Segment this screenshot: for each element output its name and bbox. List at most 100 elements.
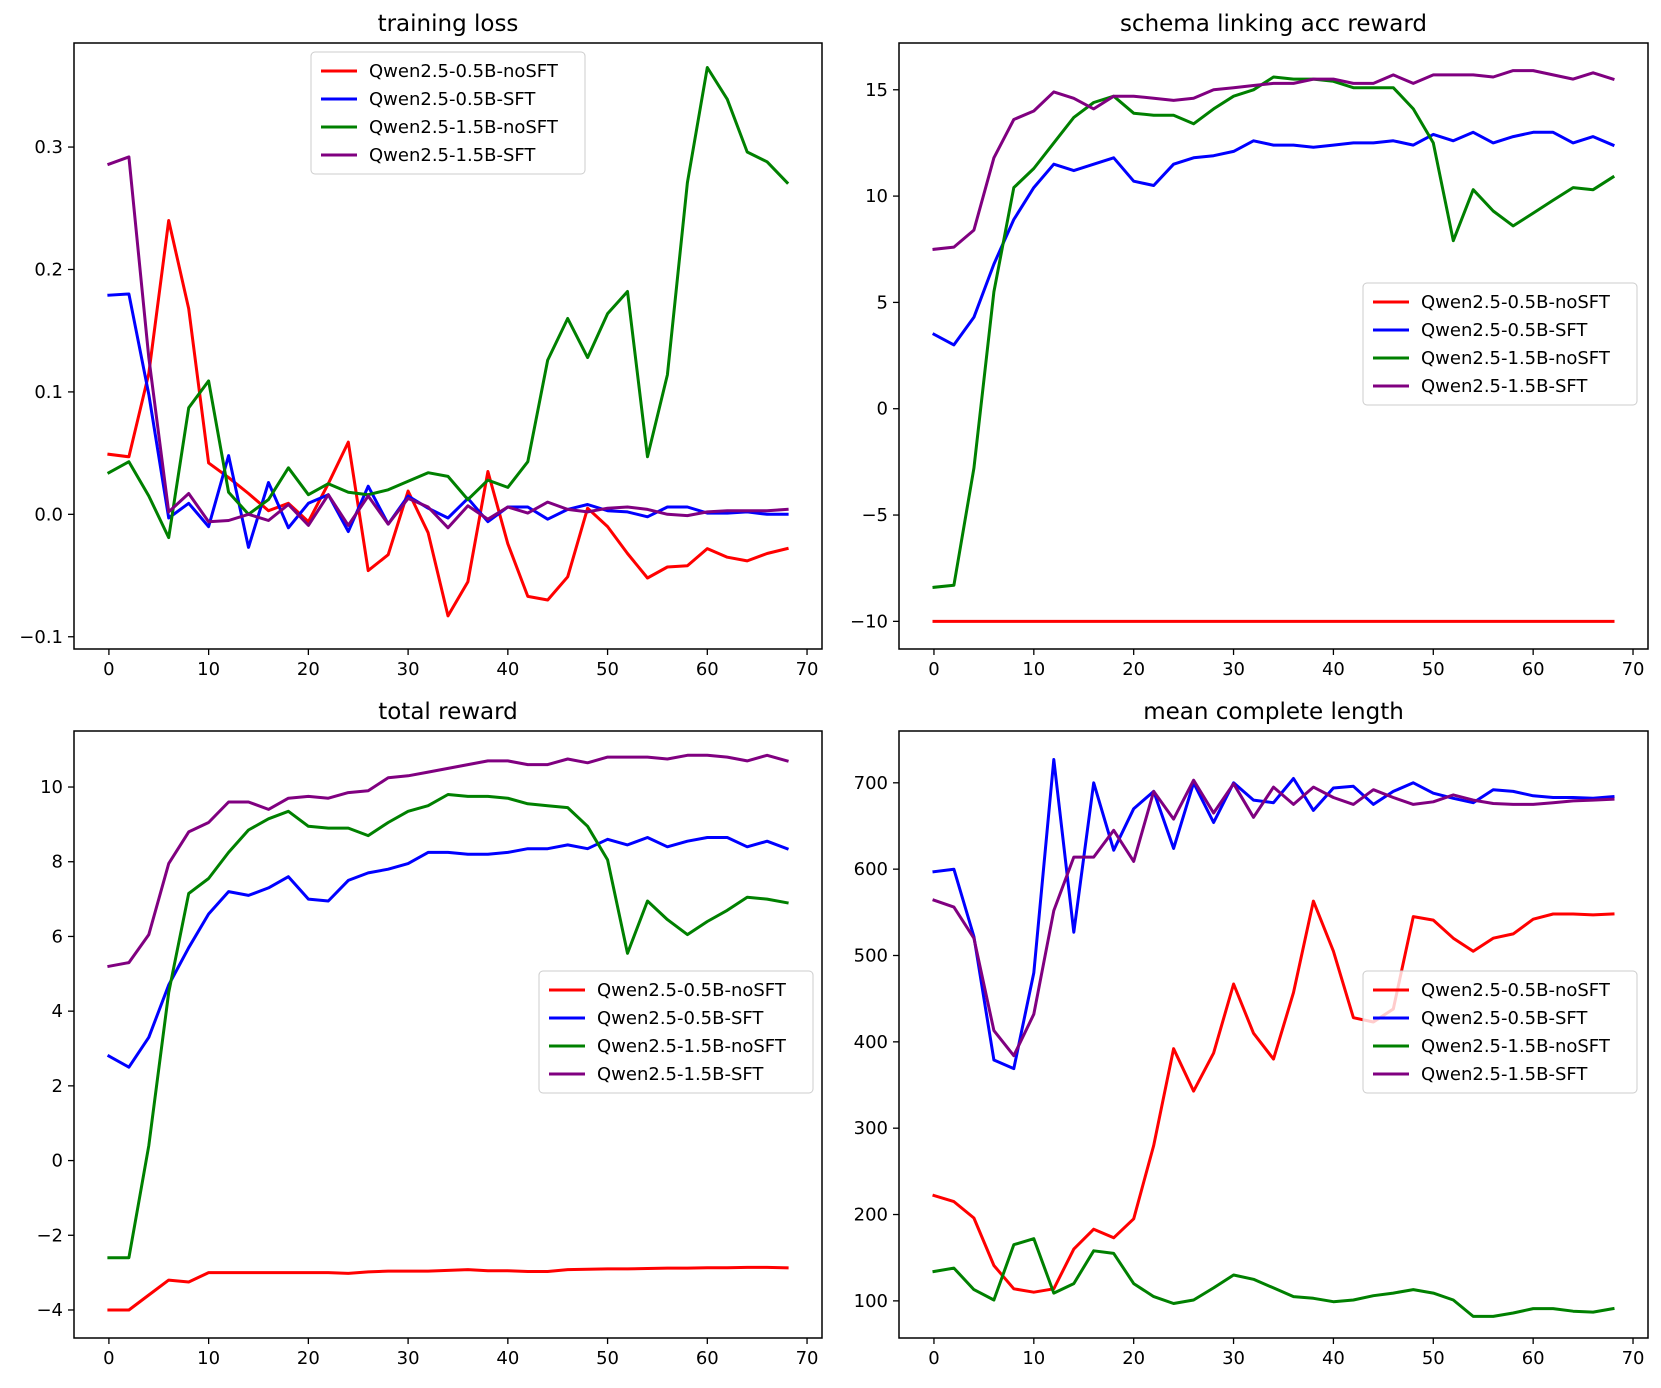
series-line-1 xyxy=(932,899,1615,1294)
x-tick-label: 20 xyxy=(1122,659,1145,680)
x-tick-label: 50 xyxy=(596,1348,619,1369)
x-tick-label: 0 xyxy=(928,659,939,680)
y-tick-label: 100 xyxy=(854,1291,888,1312)
x-tick-label: 0 xyxy=(928,1348,939,1369)
x-tick-label: 10 xyxy=(1022,659,1045,680)
chart-title: schema linking acc reward xyxy=(1120,11,1427,37)
x-tick-label: 50 xyxy=(1422,1348,1445,1369)
x-tick-label: 20 xyxy=(297,1348,320,1369)
x-tick-label: 10 xyxy=(197,1348,220,1369)
y-tick-label: 10 xyxy=(40,777,63,798)
chart-panel-4: mean complete length 0 10 20 30 40 50 60 70 100 20… xyxy=(854,699,1649,1369)
legend-label: Qwen2.5-0.5B-noSFT xyxy=(369,61,559,82)
axes-frame xyxy=(898,730,1649,1339)
y-tick-label: 0 xyxy=(877,399,888,420)
x-tick-label: 10 xyxy=(197,659,220,680)
axes-frame xyxy=(898,42,1649,650)
chart-title: total reward xyxy=(378,699,518,725)
axes-frame xyxy=(73,730,823,1339)
y-tick-label: 15 xyxy=(865,80,888,101)
x-tick-label: 50 xyxy=(1422,659,1445,680)
legend-box xyxy=(310,51,586,175)
x-tick-label: 40 xyxy=(496,1348,519,1369)
y-tick-label: 8 xyxy=(52,852,63,873)
series-line-4 xyxy=(107,753,789,969)
series-line-2 xyxy=(931,130,1615,347)
x-tick-label: 70 xyxy=(1622,1348,1645,1369)
series-line-1 xyxy=(107,1265,789,1312)
legend-label: Qwen2.5-1.5B-noSFT xyxy=(597,1036,787,1057)
x-tick-label: 60 xyxy=(696,659,719,680)
series-line-3 xyxy=(932,1237,1615,1318)
x-tick-label: 60 xyxy=(1522,659,1545,680)
legend-box xyxy=(1362,970,1638,1094)
chart-title: training loss xyxy=(378,11,519,37)
x-tick-label: 70 xyxy=(796,659,819,680)
x-tick-label: 0 xyxy=(103,1348,114,1369)
y-tick-label: 0.1 xyxy=(34,382,63,403)
y-tick-label: 4 xyxy=(52,1001,63,1022)
legend: Qwen2.5-0.5B-noSFT Qwen2.5-0.5B-SFT Qwen2.… xyxy=(310,51,586,175)
legend-label: Qwen2.5-1.5B-noSFT xyxy=(1421,348,1611,369)
y-tick-label: 0.2 xyxy=(34,259,63,280)
x-tick-label: 20 xyxy=(1122,1348,1145,1369)
legend-label: Qwen2.5-1.5B-SFT xyxy=(1421,1064,1588,1085)
legend-box xyxy=(538,970,814,1094)
x-tick-label: 0 xyxy=(103,659,114,680)
legend: Qwen2.5-0.5B-noSFT Qwen2.5-0.5B-SFT Qwen2.… xyxy=(1362,970,1638,1094)
y-tick-label: 5 xyxy=(877,292,888,313)
series-line-1 xyxy=(107,219,789,618)
legend-label: Qwen2.5-1.5B-noSFT xyxy=(369,117,559,138)
x-tick-label: 60 xyxy=(696,1348,719,1369)
y-tick-label: 300 xyxy=(854,1118,888,1139)
series-group xyxy=(931,69,1616,623)
series-line-2 xyxy=(932,758,1615,1071)
legend-label: Qwen2.5-0.5B-SFT xyxy=(369,89,536,110)
y-tick-label: −10 xyxy=(850,611,888,632)
legend-label: Qwen2.5-0.5B-SFT xyxy=(597,1008,764,1029)
x-tick-label: 40 xyxy=(496,659,519,680)
x-tick-label: 70 xyxy=(1622,659,1645,680)
chart-panel-3: total reward 0 10 20 30 40 50 60 70 −4 −2 0 2 4 6 8 10 Qw… xyxy=(36,699,823,1369)
series-line-3 xyxy=(107,793,789,1260)
series-line-3 xyxy=(106,66,790,540)
series-line-4 xyxy=(932,778,1615,1058)
series-line-2 xyxy=(106,836,790,1069)
series-line-3 xyxy=(932,75,1616,589)
legend-label: Qwen2.5-1.5B-noSFT xyxy=(1421,1036,1611,1057)
y-tick-label: 0.3 xyxy=(34,137,63,158)
series-group xyxy=(106,753,790,1312)
legend-box xyxy=(1362,282,1638,406)
axes-frame xyxy=(73,42,823,650)
x-tick-label: 10 xyxy=(1022,1348,1045,1369)
x-tick-label: 30 xyxy=(397,1348,420,1369)
chart-panel-1: training loss 0 10 20 30 40 50 60 70 −0.1 0.0 0.1 0.… xyxy=(19,11,823,680)
legend-label: Qwen2.5-0.5B-noSFT xyxy=(597,980,787,1001)
x-tick-label: 20 xyxy=(297,659,320,680)
y-tick-label: 400 xyxy=(854,1032,888,1053)
series-group xyxy=(106,66,790,618)
y-tick-label: −0.1 xyxy=(19,627,63,648)
legend-label: Qwen2.5-0.5B-SFT xyxy=(1421,320,1588,341)
legend-label: Qwen2.5-1.5B-SFT xyxy=(369,145,536,166)
legend-label: Qwen2.5-1.5B-SFT xyxy=(1421,376,1588,397)
series-line-4 xyxy=(932,69,1615,251)
legend: Qwen2.5-0.5B-noSFT Qwen2.5-0.5B-SFT Qwen2.… xyxy=(1362,282,1638,406)
y-tick-label: 6 xyxy=(52,926,63,947)
legend-label: Qwen2.5-0.5B-noSFT xyxy=(1421,292,1611,313)
y-tick-label: −5 xyxy=(861,505,888,526)
legend: Qwen2.5-0.5B-noSFT Qwen2.5-0.5B-SFT Qwen2.… xyxy=(538,970,814,1094)
y-tick-label: −2 xyxy=(36,1225,63,1246)
y-tick-label: 500 xyxy=(854,945,888,966)
x-tick-label: 40 xyxy=(1322,659,1345,680)
chart-title: mean complete length xyxy=(1143,699,1404,725)
x-tick-label: 60 xyxy=(1522,1348,1545,1369)
legend-label: Qwen2.5-1.5B-SFT xyxy=(597,1064,764,1085)
y-tick-label: −4 xyxy=(36,1300,63,1321)
series-group xyxy=(932,758,1615,1318)
y-tick-label: 0.0 xyxy=(34,504,63,525)
x-tick-label: 30 xyxy=(1222,659,1245,680)
